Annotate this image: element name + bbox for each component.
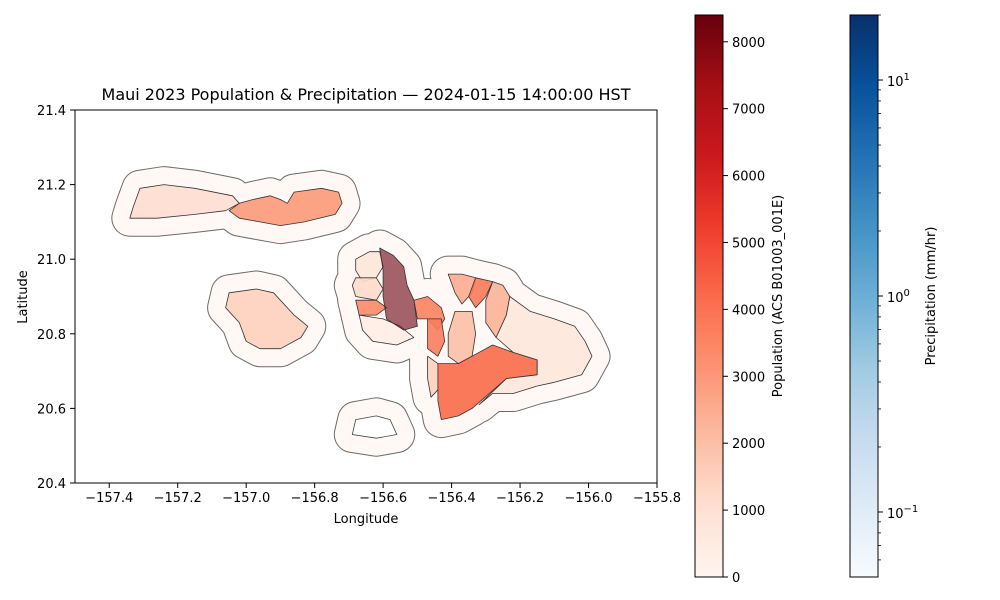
population-colorbar-gradient (694, 14, 724, 578)
kahoolawe-outline (351, 415, 398, 439)
population-tick-label: 2000 (732, 437, 765, 452)
population-tick-label: 1000 (732, 504, 765, 519)
x-tick-label: −157.2 (154, 491, 202, 506)
x-tick-label: −155.8 (633, 491, 681, 506)
precipitation-tick-label: 101 (887, 72, 910, 90)
y-tick-label: 20.8 (37, 328, 66, 343)
tract-maui-upcountry-2 (468, 277, 494, 309)
tract-molokai-west (129, 184, 240, 219)
x-tick-label: −157.4 (85, 491, 133, 506)
x-tick-label: −157.0 (222, 491, 270, 506)
y-tick-label: 20.6 (37, 402, 66, 417)
tract-maui-w-lahaina (351, 277, 384, 301)
tract-maui-w-nw (355, 251, 384, 283)
map-title: Maui 2023 Population & Precipitation — 2… (102, 85, 631, 104)
y-tick-label: 20.4 (37, 477, 66, 492)
y-axis-label: Latitude (16, 270, 31, 324)
population-tick-label: 8000 (732, 36, 765, 51)
plot-frame (74, 109, 658, 484)
population-tick-label: 0 (732, 571, 740, 586)
precipitation-colorbar: 10−1 100 101 Precipitation (mm/hr) (849, 14, 939, 578)
tract-molokai-east (228, 187, 343, 227)
population-tick-label: 7000 (732, 103, 765, 118)
population-tick-label: 5000 (732, 236, 765, 251)
y-tick-label: 21.2 (37, 179, 66, 194)
tract-lanai (225, 288, 309, 350)
x-tick-label: −156.8 (291, 491, 339, 506)
tract-maui-kihei-n (427, 318, 446, 357)
population-tick-label: 3000 (732, 370, 765, 385)
population-colorbar-label: Population (ACS B01003_001E) (771, 195, 786, 398)
population-colorbar-ticks: 0 1000 2000 3000 4000 5000 6000 7000 8000 (723, 36, 765, 586)
x-axis: −157.4 −157.2 −157.0 −156.8 −156.6 −156.4 −156… (85, 483, 681, 506)
population-colorbar: 0 1000 2000 3000 4000 5000 6000 7000 8000 Popula… (694, 14, 786, 586)
population-tick-label: 4000 (732, 303, 765, 318)
tract-maui-kihei-s (427, 355, 439, 398)
tract-maui-w-lahaina-s (355, 299, 387, 316)
precipitation-colorbar-gradient (849, 14, 879, 578)
y-tick-label: 21.0 (37, 253, 66, 268)
x-axis-label: Longitude (334, 512, 399, 527)
precipitation-tick-label: 100 (887, 288, 910, 306)
x-tick-label: −156.0 (564, 491, 612, 506)
census-tract-layer (129, 184, 593, 421)
tract-maui-kahului (379, 247, 418, 331)
x-tick-label: −156.6 (359, 491, 407, 506)
tract-maui-makawao (447, 310, 477, 365)
map-plot-area: −157.4 −157.2 −157.0 −156.8 −156.6 −156.4 −156… (37, 104, 681, 506)
precipitation-tick-label: 10−1 (887, 504, 918, 522)
tract-maui-w-south (358, 314, 415, 346)
precipitation-colorbar-ticks: 10−1 100 101 (878, 14, 918, 561)
x-tick-label: −156.4 (428, 491, 476, 506)
y-tick-label: 21.4 (37, 104, 66, 119)
tract-maui-east-hana (478, 296, 593, 406)
y-axis: 20.4 20.6 20.8 21.0 21.2 21.4 (37, 104, 75, 492)
population-tick-label: 6000 (732, 170, 765, 185)
precipitation-colorbar-label: Precipitation (mm/hr) (924, 227, 939, 366)
x-tick-label: −156.2 (496, 491, 544, 506)
coastal-buffer-kahoolawe (333, 397, 416, 457)
